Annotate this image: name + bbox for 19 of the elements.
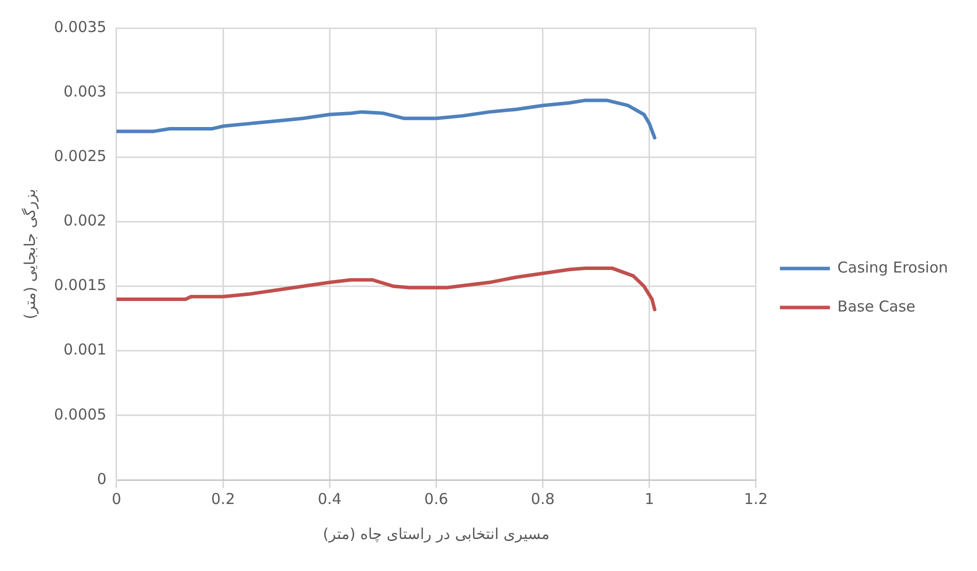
x-tick-label: 0.6	[424, 490, 448, 508]
y-tick-label: 0	[96, 470, 106, 488]
legend-label: Casing Erosion	[837, 258, 948, 276]
x-tick-label: 0	[112, 490, 122, 508]
x-axis-title: مسیری انتخابی در راستای چاه (متر)	[322, 524, 550, 543]
x-tick-label: 0.2	[211, 490, 235, 508]
y-tick-label: 0.0015	[54, 276, 106, 294]
y-axis-title: بزرگی جابجایی (متر)	[20, 188, 39, 320]
x-tick-label: 1	[644, 490, 654, 508]
y-tick-label: 0.001	[64, 340, 106, 359]
x-tick-label: 1.2	[744, 490, 768, 508]
y-tick-label: 0.0005	[54, 405, 106, 424]
y-tick-label: 0.003	[64, 82, 106, 100]
y-tick-label: 0.0025	[54, 147, 106, 166]
y-tick-label: 0.0035	[54, 18, 106, 36]
x-tick-label: 0.4	[318, 490, 342, 508]
legend-label: Base Case	[837, 297, 916, 316]
x-tick-label: 0.8	[530, 490, 555, 508]
y-tick-label: 0.002	[64, 212, 106, 230]
